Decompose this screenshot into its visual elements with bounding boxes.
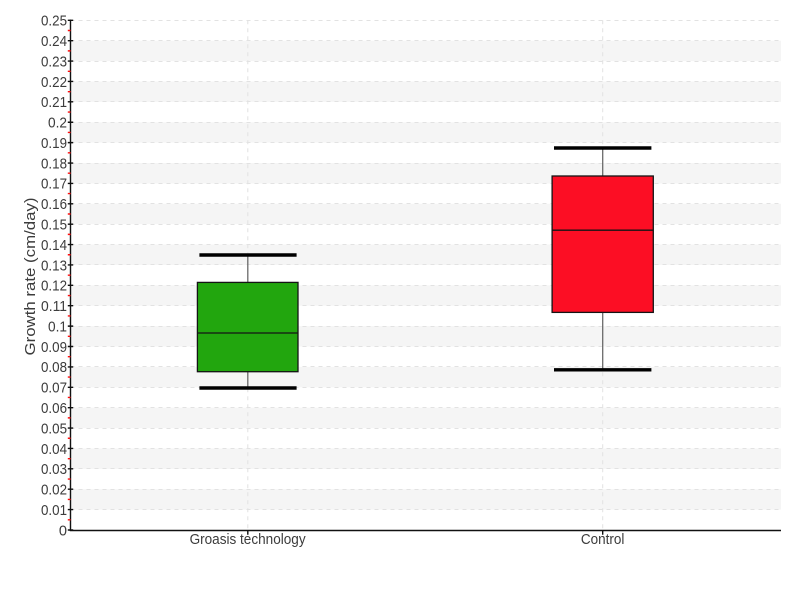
svg-text:0.01: 0.01	[41, 503, 67, 519]
svg-text:Control: Control	[581, 532, 625, 548]
svg-text:0.04: 0.04	[41, 442, 67, 458]
svg-text:0.13: 0.13	[41, 258, 67, 274]
svg-text:0.12: 0.12	[41, 279, 67, 295]
svg-text:0.07: 0.07	[41, 381, 67, 397]
svg-text:0: 0	[59, 523, 67, 539]
svg-text:0.02: 0.02	[41, 483, 67, 499]
svg-text:0.17: 0.17	[41, 177, 67, 193]
svg-text:0.15: 0.15	[41, 217, 67, 233]
svg-text:0.16: 0.16	[41, 197, 67, 213]
svg-text:Growth rate (cm/day): Growth rate (cm/day)	[23, 198, 39, 356]
svg-text:0.09: 0.09	[41, 340, 67, 356]
svg-text:0.21: 0.21	[41, 95, 67, 111]
svg-text:0.11: 0.11	[41, 299, 67, 315]
svg-text:0.2: 0.2	[48, 116, 67, 132]
svg-text:0.23: 0.23	[41, 54, 67, 70]
svg-text:0.24: 0.24	[41, 34, 67, 50]
svg-text:0.06: 0.06	[41, 401, 67, 417]
svg-text:0.05: 0.05	[41, 421, 67, 437]
svg-text:0.03: 0.03	[41, 462, 67, 478]
svg-text:0.22: 0.22	[41, 75, 67, 91]
svg-text:0.25: 0.25	[41, 14, 67, 30]
svg-text:0.18: 0.18	[41, 156, 67, 172]
svg-text:0.1: 0.1	[48, 319, 67, 335]
svg-text:0.19: 0.19	[41, 136, 67, 152]
svg-text:0.14: 0.14	[41, 238, 67, 254]
svg-text:Groasis technology: Groasis technology	[190, 532, 307, 548]
svg-text:0.08: 0.08	[41, 360, 67, 376]
